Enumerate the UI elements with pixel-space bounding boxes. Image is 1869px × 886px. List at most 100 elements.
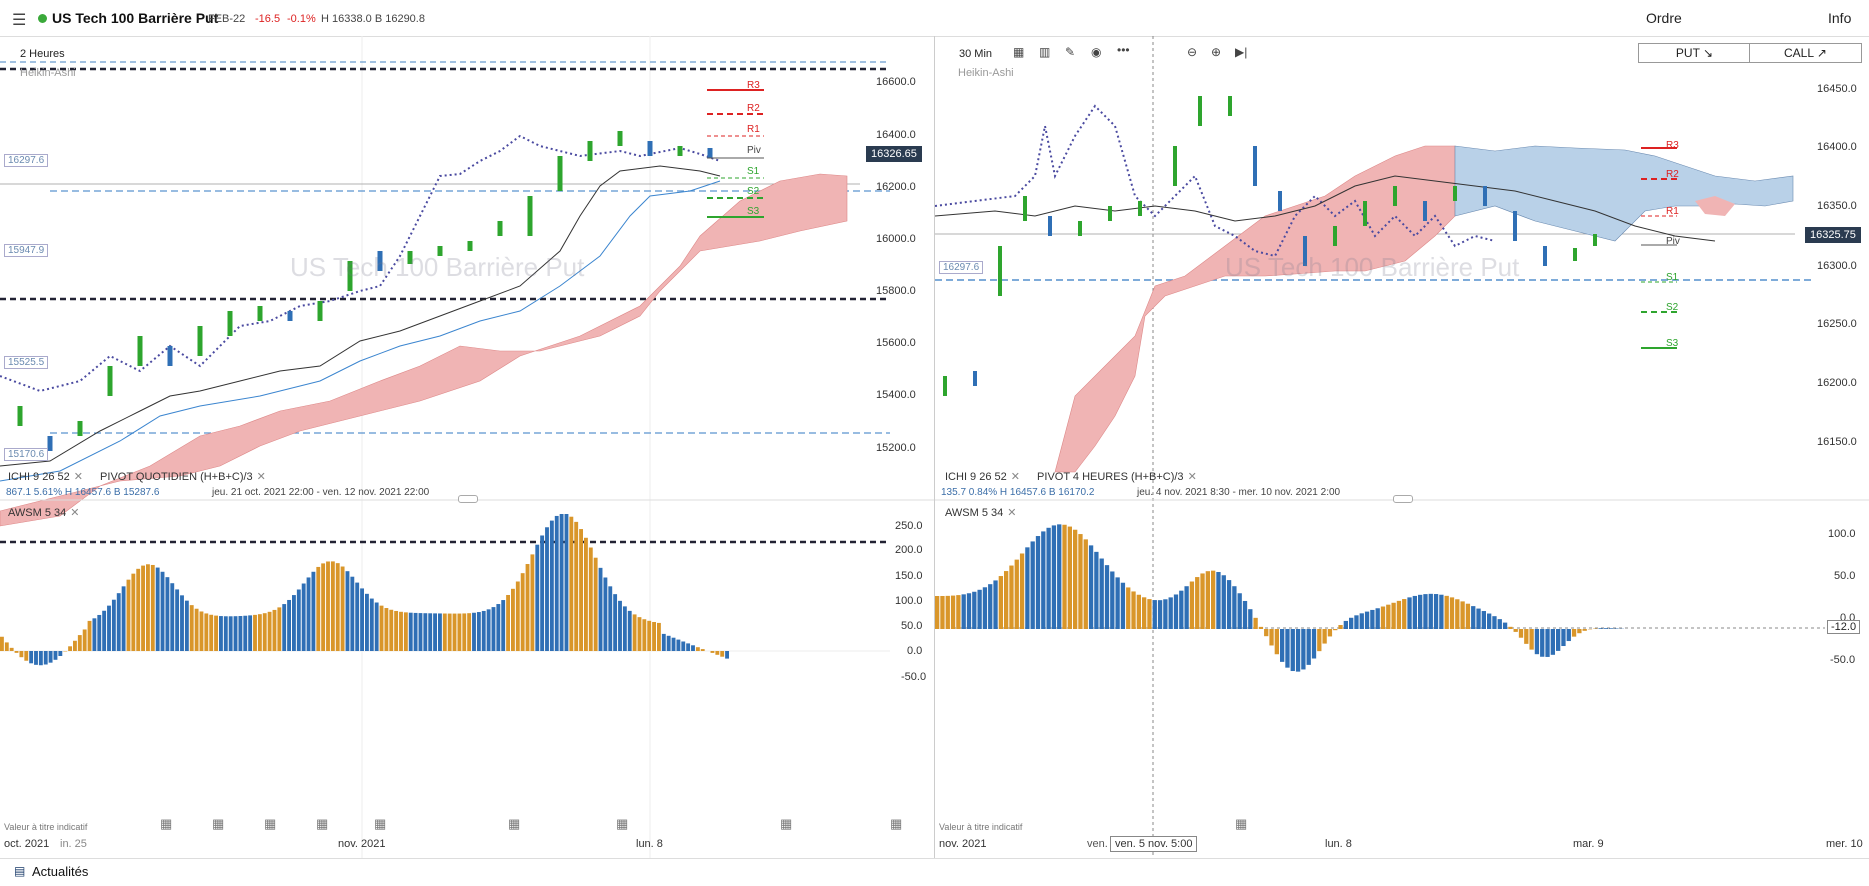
left-awsm-legend: AWSM 5 34 ✕ bbox=[8, 506, 80, 519]
left-timeframe[interactable]: 2 Heures bbox=[20, 48, 65, 60]
close-icon[interactable]: ✕ bbox=[1188, 471, 1197, 483]
calendar-event-icon[interactable]: ▦ bbox=[316, 816, 328, 832]
awsm-bar bbox=[516, 581, 520, 651]
awsm-bar bbox=[1535, 629, 1539, 654]
right-awsm-tick-2: 50.0 bbox=[1834, 570, 1855, 582]
awsm-bar bbox=[253, 615, 257, 651]
awsm-bar bbox=[652, 622, 656, 651]
awsm-bar bbox=[350, 577, 354, 651]
awsm-bar bbox=[365, 594, 369, 651]
right-timeframe[interactable]: 30 Min bbox=[959, 48, 992, 60]
left-legend-pivot[interactable]: PIVOT QUOTIDIEN (H+B+C)/3 bbox=[100, 471, 253, 483]
calendar-event-icon[interactable]: ▦ bbox=[508, 816, 520, 832]
chart-type-icon[interactable]: ▥ bbox=[1039, 45, 1053, 59]
awsm-bar bbox=[506, 595, 510, 651]
zoom-in-icon[interactable]: ⊕ bbox=[1211, 45, 1225, 59]
left-awsm-tick-4: 100.0 bbox=[895, 595, 923, 607]
awsm-bar bbox=[589, 548, 593, 651]
more-icon[interactable]: ••• bbox=[1117, 43, 1131, 57]
awsm-bar bbox=[1100, 559, 1104, 629]
right-legend-ichi[interactable]: ICHI 9 26 52 bbox=[945, 471, 1007, 483]
eye-icon[interactable]: ◉ bbox=[1091, 45, 1105, 59]
left-time-1: oct. 2021 bbox=[4, 838, 49, 850]
left-tick-6: 15600.0 bbox=[876, 337, 916, 349]
calendar-event-icon[interactable]: ▦ bbox=[1235, 816, 1247, 832]
close-icon[interactable]: ✕ bbox=[1007, 507, 1016, 519]
close-icon[interactable]: ✕ bbox=[70, 507, 79, 519]
awsm-bar bbox=[613, 594, 617, 651]
awsm-bar bbox=[204, 613, 208, 651]
close-icon[interactable]: ✕ bbox=[257, 471, 266, 483]
awsm-bar bbox=[1397, 601, 1401, 629]
calendar-event-icon[interactable]: ▦ bbox=[890, 816, 902, 832]
left-awsm-tick-7: -50.0 bbox=[901, 671, 926, 683]
awsm-bar bbox=[594, 558, 598, 651]
left-chart-type: Heikin-Ashi bbox=[20, 67, 76, 79]
awsm-bar bbox=[1360, 613, 1364, 629]
awsm-bar bbox=[579, 529, 583, 651]
close-icon[interactable]: ✕ bbox=[74, 471, 83, 483]
close-icon[interactable]: ✕ bbox=[1011, 471, 1020, 483]
awsm-bar bbox=[1333, 629, 1337, 630]
left-legend-ichi[interactable]: ICHI 9 26 52 bbox=[8, 471, 70, 483]
left-awsm-label[interactable]: AWSM 5 34 bbox=[8, 507, 66, 519]
awsm-bar bbox=[1227, 580, 1231, 629]
calendar-event-icon[interactable]: ▦ bbox=[616, 816, 628, 832]
awsm-bar bbox=[1482, 611, 1486, 629]
awsm-bar bbox=[331, 561, 335, 651]
news-link[interactable]: Actualités bbox=[32, 864, 88, 879]
resize-handle[interactable] bbox=[1393, 495, 1413, 503]
awsm-bar bbox=[701, 649, 705, 651]
awsm-bar bbox=[1439, 595, 1443, 629]
draw-pencil-icon[interactable]: ✎ bbox=[1065, 45, 1079, 59]
awsm-bar bbox=[277, 607, 281, 651]
resize-handle[interactable] bbox=[458, 495, 478, 503]
right-chart-canvas[interactable] bbox=[935, 36, 1869, 858]
right-pivot-r2: R2 bbox=[1666, 169, 1679, 180]
hamburger-icon[interactable]: ☰ bbox=[12, 10, 26, 30]
awsm-bar bbox=[1370, 610, 1374, 629]
awsm-bar bbox=[1418, 595, 1422, 629]
awsm-bar bbox=[1275, 629, 1279, 654]
awsm-bar bbox=[535, 545, 539, 651]
order-tab[interactable]: Ordre bbox=[1646, 10, 1682, 26]
awsm-bar bbox=[940, 596, 944, 629]
left-disclaimer: Valeur à titre indicatif bbox=[4, 822, 87, 832]
scroll-end-icon[interactable]: ▶| bbox=[1235, 45, 1249, 59]
calendar-event-icon[interactable]: ▦ bbox=[264, 816, 276, 832]
awsm-bar bbox=[1031, 541, 1035, 629]
awsm-bar bbox=[399, 612, 403, 651]
awsm-bar bbox=[117, 593, 121, 651]
awsm-bar bbox=[423, 613, 427, 651]
right-legend-stats: 135.7 0.84% H 16457.6 B 16170.2 bbox=[941, 487, 1094, 498]
awsm-bar bbox=[282, 604, 286, 651]
news-icon[interactable]: ▤ bbox=[14, 864, 25, 878]
awsm-bar bbox=[341, 567, 345, 651]
awsm-bar bbox=[638, 617, 642, 651]
calendar-event-icon[interactable]: ▦ bbox=[160, 816, 172, 832]
awsm-bar bbox=[214, 616, 218, 651]
awsm-bar bbox=[618, 601, 622, 651]
awsm-bar bbox=[1238, 593, 1242, 629]
left-time-2: in. 25 bbox=[60, 838, 87, 850]
right-pivot-s1: S1 bbox=[1666, 272, 1678, 283]
awsm-bar bbox=[550, 521, 554, 651]
info-tab[interactable]: Info bbox=[1828, 10, 1851, 26]
calendar-icon[interactable]: ▦ bbox=[1013, 45, 1027, 59]
calendar-event-icon[interactable]: ▦ bbox=[780, 816, 792, 832]
right-pivot-r3: R3 bbox=[1666, 140, 1679, 151]
right-legend-pivot[interactable]: PIVOT 4 HEURES (H+B+C)/3 bbox=[1037, 471, 1184, 483]
awsm-bar bbox=[1508, 627, 1512, 629]
zoom-out-icon[interactable]: ⊖ bbox=[1187, 45, 1201, 59]
awsm-bar bbox=[946, 596, 950, 629]
right-awsm-label[interactable]: AWSM 5 34 bbox=[945, 507, 1003, 519]
calendar-event-icon[interactable]: ▦ bbox=[212, 816, 224, 832]
awsm-bar bbox=[1259, 627, 1263, 629]
awsm-bar bbox=[321, 563, 325, 651]
right-level: 16297.6 bbox=[939, 261, 983, 274]
awsm-bar bbox=[545, 527, 549, 651]
left-chart-canvas[interactable] bbox=[0, 36, 934, 858]
calendar-event-icon[interactable]: ▦ bbox=[374, 816, 386, 832]
awsm-bar bbox=[1307, 629, 1311, 665]
right-awsm-tick-1: 100.0 bbox=[1828, 528, 1856, 540]
